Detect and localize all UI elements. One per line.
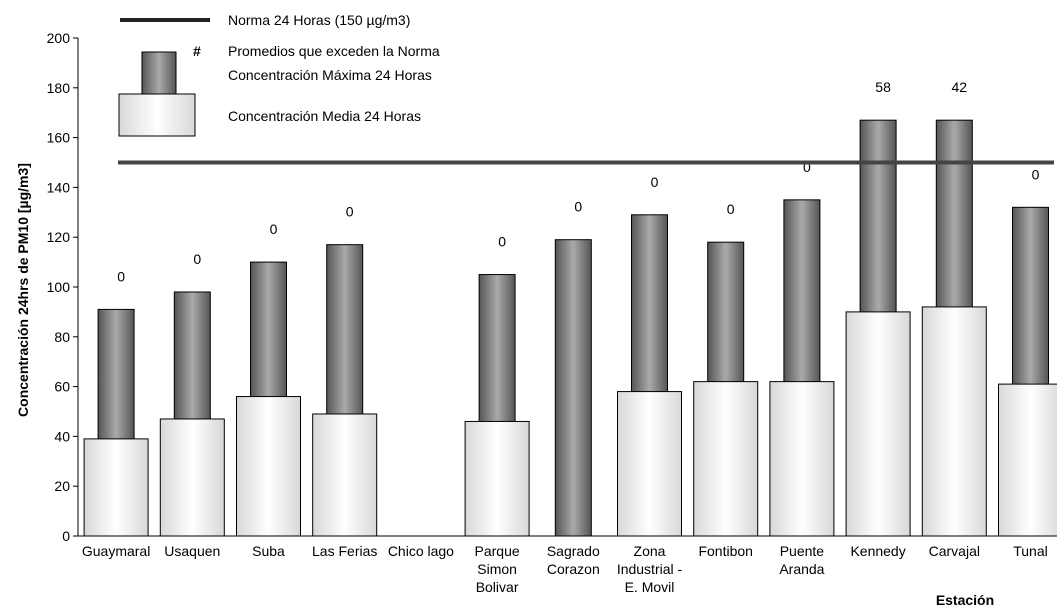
y-tick-label: 20 bbox=[54, 478, 70, 494]
y-tick-label: 200 bbox=[47, 30, 71, 46]
x-tick-label: Fontibon bbox=[698, 543, 752, 559]
x-tick-label: Usaquen bbox=[164, 543, 220, 559]
legend-mean-label: Concentración Media 24 Horas bbox=[228, 108, 421, 124]
mean-bar bbox=[617, 391, 682, 537]
data-label: 0 bbox=[193, 251, 201, 267]
legend-exceed-label: Promedios que exceden la Norma bbox=[228, 43, 440, 59]
mean-bar bbox=[845, 311, 911, 537]
data-label: 0 bbox=[803, 159, 811, 175]
mean-bar bbox=[693, 381, 759, 537]
legend-max-label: Concentración Máxima 24 Horas bbox=[228, 67, 432, 83]
x-tick-label: Kennedy bbox=[850, 543, 905, 559]
x-tick-label: Tunal bbox=[1013, 543, 1048, 559]
x-tick-label: Zona Industrial -E. Movil bbox=[617, 543, 683, 595]
y-tick-label: 40 bbox=[54, 428, 70, 444]
x-tick-label: Las Ferias bbox=[312, 543, 377, 559]
x-axis-label: Estación bbox=[936, 592, 994, 608]
y-tick-label: 160 bbox=[47, 130, 71, 146]
mean-bar bbox=[769, 381, 835, 537]
data-label: 0 bbox=[1032, 166, 1040, 182]
data-label: 0 bbox=[651, 174, 659, 190]
y-tick-label: 120 bbox=[47, 229, 71, 245]
data-label: 0 bbox=[498, 234, 506, 250]
y-tick-label: 100 bbox=[47, 279, 71, 295]
y-tick-label: 140 bbox=[47, 179, 71, 195]
data-label: 0 bbox=[727, 201, 735, 217]
data-label: 58 bbox=[875, 79, 891, 95]
data-label: 0 bbox=[346, 204, 354, 220]
data-label: 42 bbox=[952, 79, 968, 95]
x-tick-label: Puente Aranda bbox=[779, 543, 824, 577]
data-label: 0 bbox=[117, 268, 125, 284]
max-bar bbox=[554, 239, 592, 537]
mean-bar bbox=[998, 383, 1057, 537]
y-axis-label: Concentración 24hrs de PM10 [µg/m3] bbox=[15, 163, 31, 417]
data-label: 0 bbox=[574, 199, 582, 215]
y-tick-label: 0 bbox=[62, 528, 70, 544]
x-tick-label: Carvajal bbox=[929, 543, 980, 559]
legend-max-swatch bbox=[141, 51, 177, 95]
legend-exceed-symbol: # bbox=[193, 43, 201, 59]
x-tick-label: Suba bbox=[252, 543, 285, 559]
mean-bar bbox=[159, 418, 225, 537]
mean-bar bbox=[921, 306, 987, 537]
x-tick-label: Guaymaral bbox=[82, 543, 150, 559]
mean-bar bbox=[236, 396, 301, 537]
legend-mean-swatch bbox=[118, 93, 196, 137]
mean-bar bbox=[312, 413, 378, 537]
y-tick-label: 180 bbox=[47, 80, 71, 96]
mean-bar bbox=[83, 438, 149, 537]
data-label: 0 bbox=[270, 221, 278, 237]
y-tick-label: 80 bbox=[54, 329, 70, 345]
x-tick-label: Sagrado Corazon bbox=[547, 543, 600, 577]
legend-norm-label: Norma 24 Horas (150 µg/m3) bbox=[228, 12, 410, 28]
y-tick-label: 60 bbox=[54, 379, 70, 395]
mean-bar bbox=[464, 420, 530, 537]
x-tick-label: Parque Simon Bolivar bbox=[475, 543, 520, 595]
x-tick-label: Chico lago bbox=[388, 543, 454, 559]
